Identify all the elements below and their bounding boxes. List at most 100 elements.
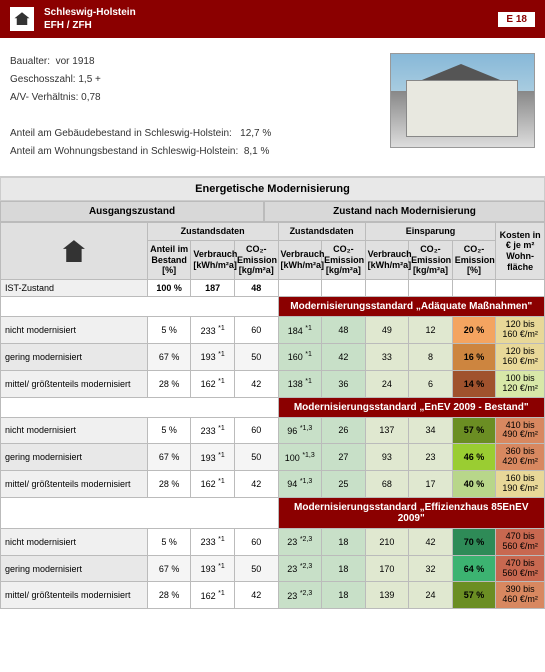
- cell-pct: 14 %: [452, 370, 496, 397]
- cell: 42: [234, 582, 278, 609]
- cell: 42: [234, 370, 278, 397]
- cell: 94 *1,3: [278, 471, 322, 498]
- cell: [278, 280, 322, 297]
- cell: 96 *1,3: [278, 417, 322, 444]
- row-label: mittel/ größtenteils modernisiert: [1, 370, 148, 397]
- data-table: Zustandsdaten Zustandsdaten Einsparung K…: [0, 222, 545, 609]
- cell: 42: [409, 528, 453, 555]
- cell: 6: [409, 370, 453, 397]
- section-title: Energetische Modernisierung: [0, 177, 545, 201]
- cell: [1, 397, 279, 417]
- cell-pct: 40 %: [452, 471, 496, 498]
- geschoss-value: 1,5 +: [78, 74, 101, 85]
- cell: [365, 280, 409, 297]
- building-photo: [390, 53, 535, 148]
- cell: 50: [234, 555, 278, 582]
- row-label-ist: IST-Zustand: [1, 280, 148, 297]
- cell: 193 *1: [191, 444, 235, 471]
- cell: 26: [322, 417, 366, 444]
- th-co2-pct: CO₂-Emission [%]: [452, 240, 496, 279]
- cell: 160 *1: [278, 343, 322, 370]
- cell: 100 %: [147, 280, 191, 297]
- header-title: Schleswig-Holstein EFH / ZFH: [44, 6, 136, 32]
- th-kosten: Kosten in € je m² Wohn-fläche: [496, 223, 545, 280]
- cell: 23 *2,3: [278, 528, 322, 555]
- th-zustandsdaten-2: Zustandsdaten: [278, 223, 365, 241]
- cell: 184 *1: [278, 317, 322, 344]
- cell: 50: [234, 343, 278, 370]
- cell: 93: [365, 444, 409, 471]
- cell-cost: 120 bis160 €/m²: [496, 343, 545, 370]
- cell: 60: [234, 528, 278, 555]
- cell: 50: [234, 444, 278, 471]
- cell: 67 %: [147, 343, 191, 370]
- cell: [409, 280, 453, 297]
- cell: 100 *1,3: [278, 444, 322, 471]
- cell-cost: 120 bis160 €/m²: [496, 317, 545, 344]
- cell-pct: 70 %: [452, 528, 496, 555]
- cell: 34: [409, 417, 453, 444]
- group-header: Modernisierungsstandard „Adäquate Maßnah…: [278, 297, 544, 317]
- av-value: 0,78: [81, 92, 100, 103]
- cell: 48: [322, 317, 366, 344]
- cell: 5 %: [147, 417, 191, 444]
- subsection-row: Ausgangszustand Zustand nach Modernisier…: [0, 201, 545, 222]
- cell-pct: 46 %: [452, 444, 496, 471]
- th-verbrauch-1: Verbrauch [kWh/m²a]: [191, 240, 235, 279]
- cell: 233 *1: [191, 528, 235, 555]
- region-label: Schleswig-Holstein: [44, 6, 136, 19]
- cell-cost: 360 bis420 €/m²: [496, 444, 545, 471]
- row-label: mittel/ größtenteils modernisiert: [1, 471, 148, 498]
- group-header: Modernisierungsstandard „Effizienzhaus 8…: [278, 497, 544, 528]
- cell: 162 *1: [191, 471, 235, 498]
- cell: 18: [322, 555, 366, 582]
- cell-cost: 100 bis120 €/m²: [496, 370, 545, 397]
- type-label: EFH / ZFH: [44, 19, 136, 32]
- cell: 170: [365, 555, 409, 582]
- th-verbrauch-3: Verbrauch [kWh/m²a]: [365, 240, 409, 279]
- cell: 139: [365, 582, 409, 609]
- cell: 5 %: [147, 528, 191, 555]
- cell-cost: 470 bis560 €/m²: [496, 555, 545, 582]
- cell: 28 %: [147, 370, 191, 397]
- cell: 32: [409, 555, 453, 582]
- anteil-geb-label: Anteil am Gebäudebestand in Schleswig-Ho…: [10, 128, 232, 139]
- house-icon: [10, 7, 34, 31]
- baualter-value: vor 1918: [56, 56, 95, 67]
- cell: 162 *1: [191, 582, 235, 609]
- cell-cost: 160 bis190 €/m²: [496, 471, 545, 498]
- house-small-icon: [63, 240, 85, 262]
- cell-pct: 20 %: [452, 317, 496, 344]
- th-zustandsdaten-1: Zustandsdaten: [147, 223, 278, 241]
- cell: 210: [365, 528, 409, 555]
- cell-pct: 16 %: [452, 343, 496, 370]
- cell-pct: 57 %: [452, 582, 496, 609]
- header-left: Schleswig-Holstein EFH / ZFH: [10, 6, 136, 32]
- cell: 23: [409, 444, 453, 471]
- anteil-geb-value: 12,7 %: [240, 128, 271, 139]
- cell: 67 %: [147, 555, 191, 582]
- cell-pct: 57 %: [452, 417, 496, 444]
- table-body: IST-Zustand 100 % 187 48 Modernisierungs…: [1, 280, 545, 609]
- geschoss-label: Geschosszahl:: [10, 74, 76, 85]
- th-co2-3: CO₂-Emission [kg/m²a]: [409, 240, 453, 279]
- cell: [452, 280, 496, 297]
- cell: 60: [234, 317, 278, 344]
- info-section: Baualter: vor 1918 Geschosszahl: 1,5 + A…: [0, 38, 545, 177]
- row-label: nicht modernisiert: [1, 317, 148, 344]
- cell-pct: 64 %: [452, 555, 496, 582]
- cell: 17: [409, 471, 453, 498]
- th-co2-2: CO₂-Emission [kg/m²a]: [322, 240, 366, 279]
- cell: 18: [322, 528, 366, 555]
- row-label: nicht modernisiert: [1, 528, 148, 555]
- cell: 48: [234, 280, 278, 297]
- cell: 42: [234, 471, 278, 498]
- row-label: mittel/ größtenteils modernisiert: [1, 582, 148, 609]
- cell-cost: 390 bis460 €/m²: [496, 582, 545, 609]
- cell: 137: [365, 417, 409, 444]
- cell: 24: [365, 370, 409, 397]
- cell: 18: [322, 582, 366, 609]
- cell: 187: [191, 280, 235, 297]
- anteil-wohn-value: 8,1 %: [244, 146, 270, 157]
- info-text: Baualter: vor 1918 Geschosszahl: 1,5 + A…: [10, 53, 370, 161]
